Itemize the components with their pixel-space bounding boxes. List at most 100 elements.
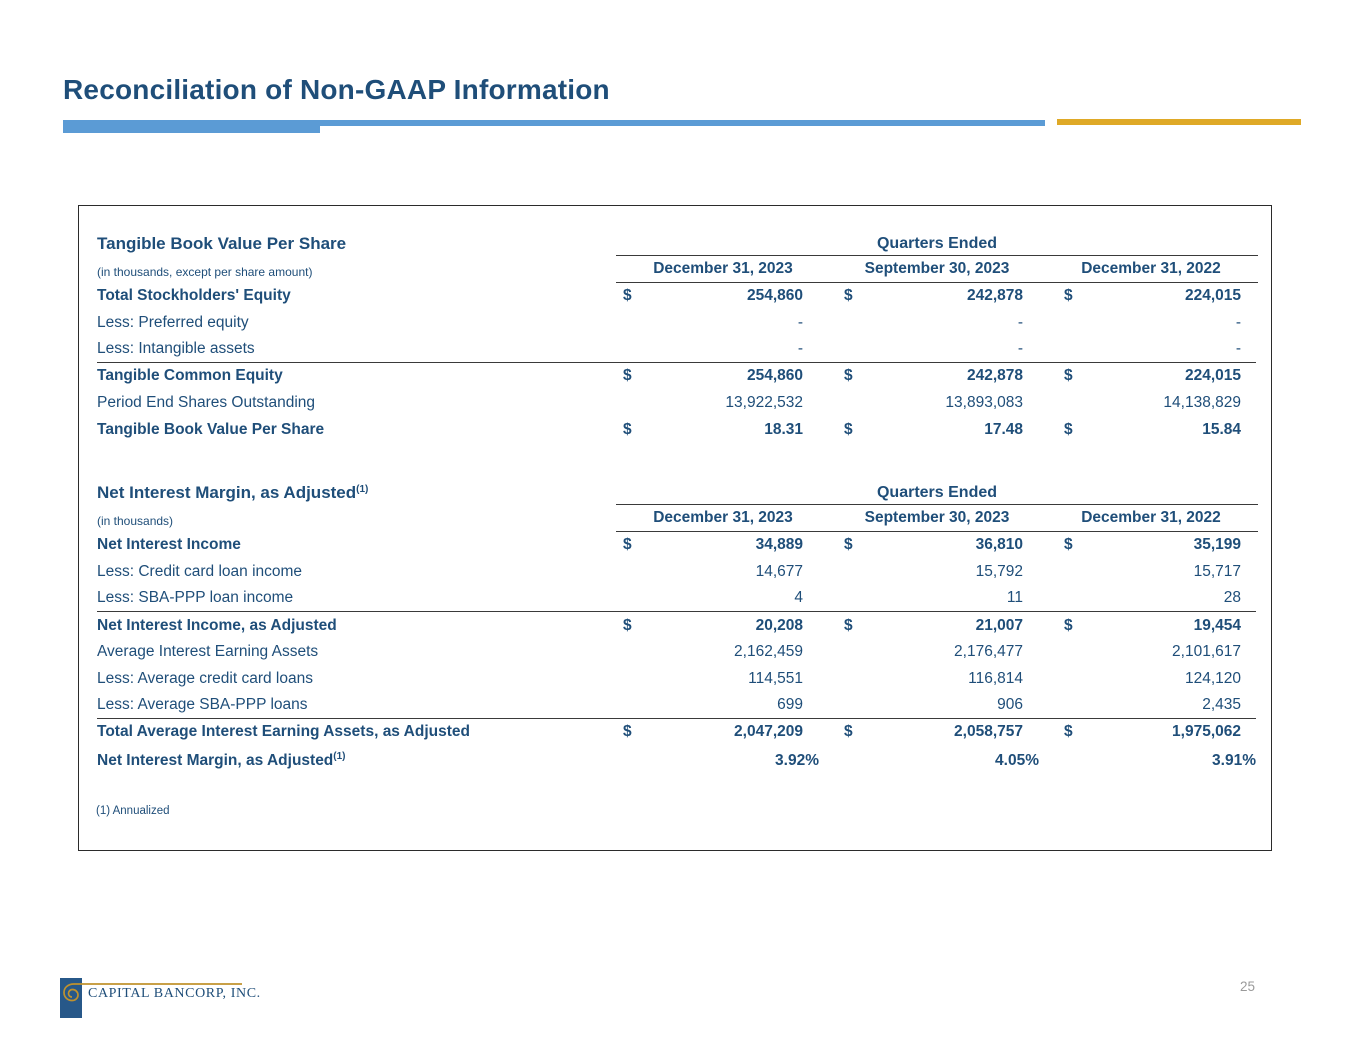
page-number: 25 (1240, 979, 1256, 994)
value: 20,208 (755, 616, 803, 634)
table-row: Tangible Common Equity $254,860 $242,878 $2… (97, 363, 1256, 390)
value: 13,893,083 (945, 394, 1023, 412)
table-row: Net Interest Margin, as Adjusted(1) 3.92%… (97, 746, 1256, 776)
currency-symbol: $ (1064, 420, 1073, 438)
value-cell: $254,860 (616, 287, 830, 305)
value-cell: $34,889 (616, 536, 830, 554)
value-cell: - (616, 340, 830, 358)
row-label: Period End Shares Outstanding (97, 394, 315, 412)
row-label: Total Stockholders' Equity (97, 287, 291, 305)
value: 36,810 (975, 536, 1023, 554)
value-cell: 15,792 (830, 563, 1044, 581)
table-row: Less: Preferred equity - - - (97, 310, 1256, 337)
value: 15,717 (1193, 563, 1241, 581)
capital-bancorp-logo-icon (60, 978, 242, 1018)
value-cell: 4 (616, 589, 830, 607)
table-sections: Tangible Book Value Per Share Quarters En… (97, 234, 1258, 776)
value: 254,860 (746, 287, 803, 305)
column-header: September 30, 2023 (864, 259, 1010, 277)
section-title: Net Interest Margin, as Adjusted(1) (97, 483, 369, 503)
value: 2,058,757 (954, 723, 1023, 741)
title-underline-thick-blue (63, 120, 320, 133)
value: - (797, 340, 803, 358)
value: 2,435 (1202, 696, 1241, 714)
value-cell: 906 (830, 696, 1044, 714)
value-cell: 2,101,617 (1044, 643, 1258, 661)
table-row: Net Interest Income $34,889 $36,810 $35,199 (97, 532, 1256, 559)
value: 19,454 (1193, 616, 1241, 634)
column-headers-row: (in thousands, except per share amount) D… (97, 255, 1258, 283)
value: 3.91% (1212, 751, 1256, 769)
column-header: September 30, 2023 (864, 508, 1010, 526)
row-label: Less: Preferred equity (97, 314, 249, 332)
table-row: Less: Average credit card loans 114,551 11… (97, 666, 1256, 693)
currency-symbol: $ (623, 536, 632, 554)
currency-symbol: $ (844, 616, 853, 634)
currency-symbol: $ (1064, 536, 1073, 554)
quarters-ended-header: Quarters Ended (616, 484, 1258, 506)
value-cell: 2,162,459 (616, 643, 830, 661)
row-label: Total Average Interest Earning Assets, a… (97, 723, 470, 741)
value-cell: $242,878 (830, 367, 1044, 385)
column-headers-row: (in thousands) December 31, 2023 September… (97, 505, 1258, 533)
table-row: Average Interest Earning Assets 2,162,459… (97, 639, 1256, 666)
value: 35,199 (1193, 536, 1241, 554)
value-cell: 3.91% (1044, 752, 1258, 770)
value-cell: 14,138,829 (1044, 394, 1258, 412)
row-label: Tangible Book Value Per Share (97, 420, 325, 438)
value: 254,860 (746, 367, 803, 385)
value: - (1235, 340, 1241, 358)
value-cell: $2,047,209 (616, 723, 830, 741)
value: 2,176,477 (954, 643, 1023, 661)
value: 4 (794, 589, 803, 607)
row-label: Average Interest Earning Assets (97, 643, 319, 661)
row-label: Less: SBA-PPP loan income (97, 589, 294, 607)
column-header: December 31, 2022 (1081, 508, 1221, 526)
value-cell: 11 (830, 589, 1044, 607)
value: 4.05% (995, 751, 1039, 769)
row-label: Net Interest Margin, as Adjusted(1) (97, 750, 346, 769)
value-cell: 2,176,477 (830, 643, 1044, 661)
date-columns: December 31, 2023 September 30, 2023 Decem… (616, 255, 1258, 283)
value-cell: $36,810 (830, 536, 1044, 554)
value: 906 (997, 696, 1023, 714)
column-header: December 31, 2023 (653, 259, 793, 277)
value-cell: 2,435 (1044, 696, 1258, 714)
row-label: Less: Average credit card loans (97, 669, 313, 687)
value-cell: 15,717 (1044, 563, 1258, 581)
currency-symbol: $ (1064, 287, 1073, 305)
row-label: Net Interest Income (97, 536, 241, 554)
section-gap (97, 443, 1256, 483)
value-cell: $224,015 (1044, 287, 1258, 305)
value-cell: 114,551 (616, 670, 830, 688)
value-cell: 124,120 (1044, 670, 1258, 688)
table-row: Period End Shares Outstanding 13,922,532 1… (97, 390, 1256, 417)
value-cell: $19,454 (1044, 617, 1258, 635)
value-cell: $21,007 (830, 617, 1044, 635)
table-row: Less: SBA-PPP loan income 4 11 28 (97, 586, 1256, 613)
title-underline-gold (1057, 119, 1301, 125)
section-subtitle: (in thousands, except per share amount) (97, 265, 313, 279)
table-row: Total Average Interest Earning Assets, a… (97, 719, 1256, 746)
company-name: CAPITAL BANCORP, INC. (88, 986, 261, 1001)
currency-symbol: $ (623, 723, 632, 741)
value-cell: - (830, 340, 1044, 358)
column-header: December 31, 2022 (1081, 259, 1221, 277)
row-label: Less: Intangible assets (97, 340, 255, 358)
value: 15.84 (1202, 420, 1241, 438)
value: 224,015 (1184, 287, 1241, 305)
column-header: December 31, 2023 (653, 508, 793, 526)
value-cell: $242,878 (830, 287, 1044, 305)
value-cell: $15.84 (1044, 421, 1258, 439)
logo-gold-spiral (63, 983, 242, 1002)
value: 124,120 (1184, 669, 1241, 687)
value-cell: $18.31 (616, 421, 830, 439)
value-cell: $224,015 (1044, 367, 1258, 385)
currency-symbol: $ (844, 420, 853, 438)
value-cell: $2,058,757 (830, 723, 1044, 741)
value: 242,878 (966, 287, 1023, 305)
currency-symbol: $ (623, 287, 632, 305)
value-cell: 14,677 (616, 563, 830, 581)
value: 14,677 (755, 563, 803, 581)
